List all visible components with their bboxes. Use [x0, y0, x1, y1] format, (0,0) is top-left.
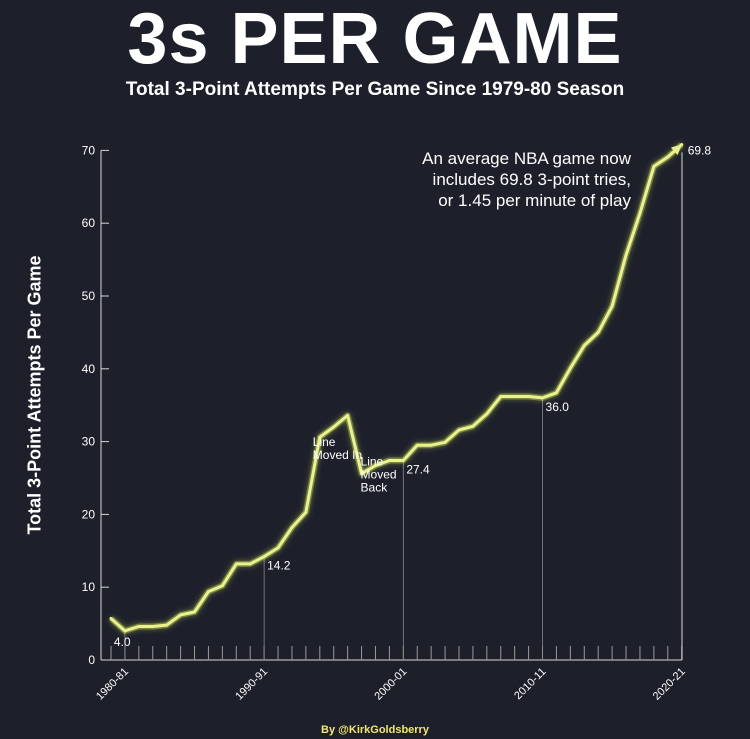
- data-point: [123, 629, 127, 633]
- data-point: [568, 366, 572, 370]
- chart-title: 3s PER GAME: [127, 0, 623, 79]
- chart-subtitle: Total 3-Point Attempts Per Game Since 19…: [125, 79, 625, 100]
- data-point: [151, 625, 155, 628]
- data-point: [220, 584, 224, 588]
- data-point: [471, 424, 475, 428]
- x-tick-label: 1990-91: [233, 666, 270, 703]
- series-line-glow: [109, 142, 684, 634]
- y-tick-label: 40: [82, 362, 96, 376]
- annotation-line-moved-back: Line Moved Back: [361, 455, 397, 495]
- data-point: [555, 391, 558, 395]
- x-tick-label: 1980-81: [94, 666, 131, 703]
- data-point: [234, 562, 238, 566]
- data-point: [290, 526, 294, 529]
- y-tick-label: 60: [82, 216, 96, 230]
- data-point: [485, 412, 489, 416]
- data-point: [248, 562, 252, 566]
- y-tick-label: 0: [88, 653, 95, 667]
- series-line: [109, 143, 684, 633]
- data-point: [499, 395, 503, 398]
- data-label: 69.8: [688, 144, 712, 158]
- data-point: [276, 546, 280, 550]
- data-point: [346, 413, 350, 417]
- data-point: [137, 625, 141, 628]
- data-point: [666, 155, 670, 159]
- data-label: 27.4: [406, 463, 430, 477]
- arrowhead-icon: [670, 144, 682, 155]
- data-point: [165, 623, 169, 627]
- data-label: 36.0: [546, 400, 570, 414]
- data-point: [582, 344, 586, 347]
- data-point: [415, 443, 419, 447]
- data-point: [318, 435, 322, 439]
- data-point: [207, 590, 210, 593]
- x-tick-label: 2000-01: [372, 666, 409, 703]
- data-point: [374, 464, 377, 468]
- data-point: [193, 610, 196, 614]
- data-point: [610, 304, 614, 308]
- data-label: 14.2: [267, 559, 291, 573]
- data-point: [638, 211, 642, 215]
- annotation-line-moved-in: Line Moved In: [313, 435, 362, 462]
- data-point: [652, 165, 656, 168]
- data-point: [388, 459, 391, 462]
- callout-text: An average NBA game now includes 69.8 3-p…: [422, 149, 632, 210]
- data-point: [457, 428, 461, 432]
- x-tick-label: 2010-11: [512, 666, 548, 702]
- series-group: [109, 142, 684, 634]
- y-tick-label: 70: [82, 143, 96, 157]
- data-point: [304, 510, 308, 514]
- data-point: [179, 613, 183, 617]
- data-point: [429, 443, 433, 447]
- byline: By @KirkGoldsberry: [321, 724, 429, 736]
- data-point: [596, 331, 600, 334]
- data-point: [513, 395, 517, 398]
- guide-lines: [124, 152, 683, 660]
- data-point: [109, 617, 113, 620]
- y-tick-label: 10: [82, 580, 96, 594]
- data-point: [360, 472, 363, 476]
- data-point: [527, 395, 530, 398]
- data-point: [443, 440, 447, 444]
- y-tick-label: 50: [82, 289, 96, 303]
- data-point: [624, 253, 628, 257]
- x-tick-label: 2020-21: [651, 666, 688, 703]
- data-point: [262, 555, 266, 559]
- data-label: 4.0: [114, 635, 131, 649]
- data-point: [401, 459, 405, 462]
- data-point: [541, 396, 544, 400]
- y-tick-label: 30: [82, 435, 96, 449]
- y-tick-label: 20: [82, 507, 96, 521]
- data-point: [332, 425, 336, 429]
